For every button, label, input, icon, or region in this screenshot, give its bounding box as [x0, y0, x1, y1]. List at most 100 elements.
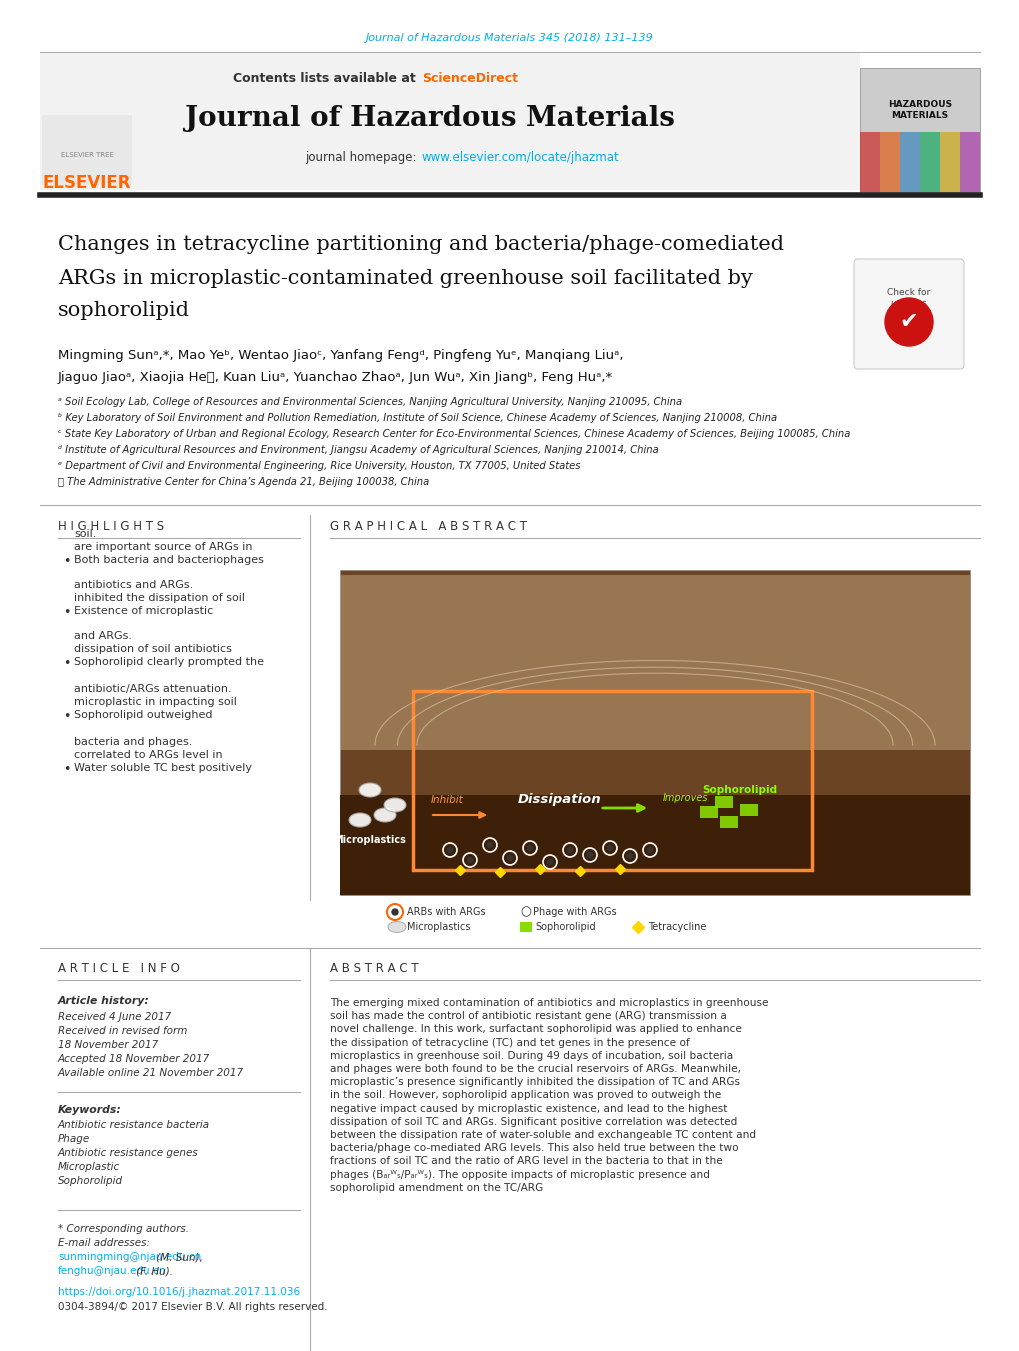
Text: and ARGs.: and ARGs. [74, 631, 131, 640]
Text: ✔: ✔ [899, 312, 917, 332]
FancyBboxPatch shape [859, 132, 879, 192]
Text: Inhibit: Inhibit [430, 794, 463, 805]
Text: inhibited the dissipation of soil: inhibited the dissipation of soil [74, 593, 245, 603]
Text: Antibiotic resistance bacteria: Antibiotic resistance bacteria [58, 1120, 210, 1129]
Ellipse shape [348, 813, 371, 827]
FancyBboxPatch shape [859, 68, 979, 192]
FancyBboxPatch shape [339, 576, 969, 750]
Text: •: • [63, 607, 70, 619]
Text: microplastic in impacting soil: microplastic in impacting soil [74, 697, 236, 707]
Circle shape [647, 847, 652, 852]
Text: https://doi.org/10.1016/j.jhazmat.2017.11.036: https://doi.org/10.1016/j.jhazmat.2017.1… [58, 1288, 300, 1297]
Text: •: • [63, 763, 70, 775]
Text: soil has made the control of antibiotic resistant gene (ARG) transmission a: soil has made the control of antibiotic … [330, 1011, 727, 1021]
FancyBboxPatch shape [940, 132, 959, 192]
Text: Available online 21 November 2017: Available online 21 November 2017 [58, 1069, 244, 1078]
Text: sophorolipid amendment on the TC/ARG: sophorolipid amendment on the TC/ARG [330, 1182, 543, 1193]
FancyBboxPatch shape [879, 132, 899, 192]
Circle shape [607, 846, 611, 851]
FancyBboxPatch shape [699, 807, 717, 817]
Text: Changes in tetracycline partitioning and bacteria/phage-comediated: Changes in tetracycline partitioning and… [58, 235, 784, 254]
Text: sunmingming@njau.edu.cn: sunmingming@njau.edu.cn [58, 1252, 201, 1262]
FancyBboxPatch shape [339, 570, 969, 894]
Text: The emerging mixed contamination of antibiotics and microplastics in greenhouse: The emerging mixed contamination of anti… [330, 998, 767, 1008]
Text: ᵉ Department of Civil and Environmental Engineering, Rice University, Houston, T: ᵉ Department of Civil and Environmental … [58, 461, 580, 471]
Text: soil.: soil. [74, 530, 96, 539]
Text: Received in revised form: Received in revised form [58, 1025, 187, 1036]
Text: H I G H L I G H T S: H I G H L I G H T S [58, 520, 164, 534]
Text: •: • [63, 711, 70, 723]
Text: ARGs in microplastic-contaminated greenhouse soil facilitated by: ARGs in microplastic-contaminated greenh… [58, 269, 752, 288]
Text: ᶜ State Key Laboratory of Urban and Regional Ecology, Research Center for Eco-En: ᶜ State Key Laboratory of Urban and Regi… [58, 430, 850, 439]
Circle shape [507, 855, 512, 861]
Circle shape [467, 858, 472, 862]
Text: microplastics in greenhouse soil. During 49 days of incubation, soil bacteria: microplastics in greenhouse soil. During… [330, 1051, 733, 1061]
Text: between the dissipation rate of water-soluble and exchangeable TC content and: between the dissipation rate of water-so… [330, 1129, 755, 1140]
Text: (M. Sun),: (M. Sun), [153, 1252, 207, 1262]
Text: negative impact caused by microplastic existence, and lead to the highest: negative impact caused by microplastic e… [330, 1104, 727, 1113]
Ellipse shape [387, 921, 406, 932]
Text: Mingming Sunᵃ,*, Mao Yeᵇ, Wentao Jiaoᶜ, Yanfang Fengᵈ, Pingfeng Yuᵉ, Manqiang Li: Mingming Sunᵃ,*, Mao Yeᵇ, Wentao Jiaoᶜ, … [58, 349, 623, 362]
FancyBboxPatch shape [520, 921, 532, 932]
Text: A B S T R A C T: A B S T R A C T [330, 962, 418, 974]
Text: Contents lists available at: Contents lists available at [232, 72, 420, 85]
Circle shape [487, 843, 492, 847]
Text: microplastic’s presence significantly inhibited the dissipation of TC and ARGs: microplastic’s presence significantly in… [330, 1077, 739, 1088]
FancyBboxPatch shape [899, 132, 919, 192]
Text: bacteria and phages.: bacteria and phages. [74, 738, 193, 747]
Text: Sophorolipid: Sophorolipid [58, 1175, 123, 1186]
Text: in the soil. However, sophorolipid application was proved to outweigh the: in the soil. However, sophorolipid appli… [330, 1090, 720, 1101]
Text: the dissipation of tetracycline (TC) and tet genes in the presence of: the dissipation of tetracycline (TC) and… [330, 1038, 689, 1047]
Text: Journal of Hazardous Materials 345 (2018) 131–139: Journal of Hazardous Materials 345 (2018… [366, 32, 653, 43]
Ellipse shape [359, 784, 381, 797]
Text: dissipation of soil TC and ARGs. Significant positive correlation was detected: dissipation of soil TC and ARGs. Signifi… [330, 1117, 737, 1127]
Text: Article history:: Article history: [58, 996, 150, 1006]
Text: Phage: Phage [58, 1133, 90, 1144]
Text: and phages were both found to be the crucial reservoirs of ARGs. Meanwhile,: and phages were both found to be the cru… [330, 1065, 740, 1074]
Text: antibiotic/ARGs attenuation.: antibiotic/ARGs attenuation. [74, 684, 231, 694]
Text: Microplastics: Microplastics [407, 921, 470, 932]
Text: Sophorolipid: Sophorolipid [702, 785, 776, 794]
Text: 18 November 2017: 18 November 2017 [58, 1040, 158, 1050]
Text: Sophorolipid: Sophorolipid [535, 921, 595, 932]
Text: * Corresponding authors.: * Corresponding authors. [58, 1224, 189, 1233]
FancyBboxPatch shape [853, 259, 963, 369]
Text: Accepted 18 November 2017: Accepted 18 November 2017 [58, 1054, 210, 1065]
Text: are important source of ARGs in: are important source of ARGs in [74, 542, 253, 553]
FancyBboxPatch shape [40, 51, 859, 190]
Text: Keywords:: Keywords: [58, 1105, 121, 1115]
Text: antibiotics and ARGs.: antibiotics and ARGs. [74, 580, 193, 590]
Text: fenghu@njau.edu.cn: fenghu@njau.edu.cn [58, 1266, 166, 1275]
Circle shape [627, 854, 632, 858]
Text: phages (Bₐᵣᵂₛ/Pₐᵣᵂₛ). The opposite impacts of microplastic presence and: phages (Bₐᵣᵂₛ/Pₐᵣᵂₛ). The opposite impac… [330, 1170, 709, 1179]
Text: ᵇ Key Laboratory of Soil Environment and Pollution Remediation, Institute of Soi: ᵇ Key Laboratory of Soil Environment and… [58, 413, 776, 423]
Text: Antibiotic resistance genes: Antibiotic resistance genes [58, 1148, 199, 1158]
Text: Journal of Hazardous Materials: Journal of Hazardous Materials [184, 104, 675, 131]
Text: Improves: Improves [662, 793, 708, 802]
Text: Tetracycline: Tetracycline [647, 921, 706, 932]
Text: Jiaguo Jiaoᵃ, Xiaojia Heᮠ, Kuan Liuᵃ, Yuanchao Zhaoᵃ, Jun Wuᵃ, Xin Jiangᵇ, Feng : Jiaguo Jiaoᵃ, Xiaojia Heᮠ, Kuan Liuᵃ, Yu… [58, 370, 612, 384]
Text: www.elsevier.com/locate/jhazmat: www.elsevier.com/locate/jhazmat [422, 151, 620, 165]
Circle shape [587, 852, 592, 858]
FancyBboxPatch shape [339, 794, 969, 894]
FancyBboxPatch shape [42, 115, 131, 185]
Text: G R A P H I C A L   A B S T R A C T: G R A P H I C A L A B S T R A C T [330, 520, 527, 534]
Text: journal homepage:: journal homepage: [305, 151, 420, 165]
Text: dissipation of soil antibiotics: dissipation of soil antibiotics [74, 644, 231, 654]
Text: Sophorolipid clearly prompted the: Sophorolipid clearly prompted the [74, 657, 264, 667]
Text: fractions of soil TC and the ratio of ARG level in the bacteria to that in the: fractions of soil TC and the ratio of AR… [330, 1156, 722, 1166]
FancyBboxPatch shape [714, 796, 733, 808]
Text: ᮠ The Administrative Center for China’s Agenda 21, Beijing 100038, China: ᮠ The Administrative Center for China’s … [58, 477, 429, 486]
Text: ELSEVIER: ELSEVIER [43, 174, 131, 192]
Text: Microplastic: Microplastic [58, 1162, 120, 1173]
Text: correlated to ARGs level in: correlated to ARGs level in [74, 750, 222, 761]
Text: Microplastics: Microplastics [333, 835, 406, 844]
Text: Received 4 June 2017: Received 4 June 2017 [58, 1012, 171, 1021]
Text: ᵈ Institute of Agricultural Resources and Environment, Jiangsu Academy of Agricu: ᵈ Institute of Agricultural Resources an… [58, 444, 658, 455]
Text: ○: ○ [520, 905, 530, 919]
Text: A R T I C L E   I N F O: A R T I C L E I N F O [58, 962, 179, 974]
Text: ScienceDirect: ScienceDirect [422, 72, 518, 85]
Text: Phage with ARGs: Phage with ARGs [533, 907, 616, 917]
Circle shape [527, 846, 532, 851]
Text: Sophorolipid outweighed: Sophorolipid outweighed [74, 711, 212, 720]
